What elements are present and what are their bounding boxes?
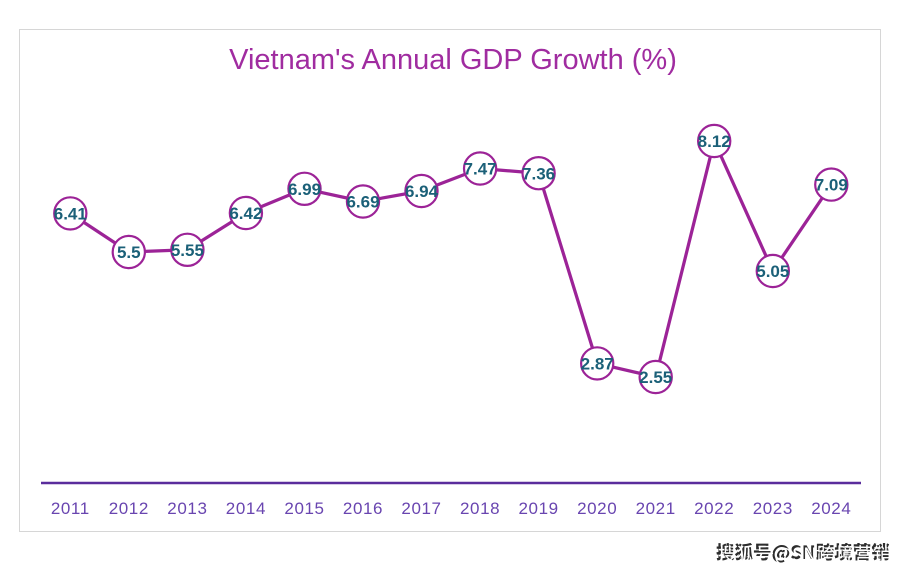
data-label-2013: 5.55 — [171, 241, 204, 260]
x-tick-label-2014: 2014 — [226, 499, 266, 518]
data-point-marker-2013 — [170, 232, 205, 267]
data-point-marker-2012 — [111, 234, 147, 270]
chart-area — [19, 29, 881, 532]
data-point-marker-2019 — [521, 155, 556, 191]
data-point-marker-2023 — [755, 253, 791, 289]
data-point-marker-2018 — [462, 151, 498, 186]
x-tick-label-2015: 2015 — [284, 499, 324, 518]
data-point-marker-2017 — [404, 173, 439, 209]
x-tick-label-2021: 2021 — [636, 499, 676, 518]
data-point-marker-2022 — [697, 123, 732, 159]
data-label-2020: 2.87 — [581, 355, 614, 374]
data-label-2021: 2.55 — [639, 368, 672, 387]
data-point-marker-2020 — [580, 346, 615, 381]
x-tick-label-2019: 2019 — [518, 499, 558, 518]
x-tick-label-2024: 2024 — [811, 499, 851, 518]
data-label-2018: 7.47 — [464, 160, 497, 179]
data-point-marker-2011 — [53, 196, 88, 231]
data-label-2024: 7.09 — [815, 176, 848, 195]
x-tick-label-2016: 2016 — [343, 499, 383, 518]
x-tick-label-2012: 2012 — [109, 499, 149, 518]
data-label-2019: 7.36 — [522, 164, 555, 183]
data-label-2012: 5.5 — [117, 243, 141, 262]
data-point-marker-2024 — [814, 167, 849, 202]
data-label-2017: 6.94 — [405, 182, 439, 201]
x-tick-label-2013: 2013 — [167, 499, 207, 518]
data-point-marker-2015 — [287, 171, 322, 206]
data-point-marker-2014 — [228, 195, 264, 231]
data-label-2022: 8.12 — [698, 132, 731, 151]
watermark-glyphs-white — [718, 544, 891, 565]
chart-title: Vietnam's Annual GDP Growth (%) — [229, 44, 677, 76]
x-tick-label-2011: 2011 — [51, 499, 90, 518]
data-point-marker-2021 — [638, 359, 673, 395]
data-point-marker-2016 — [345, 184, 381, 219]
x-tick-label-2023: 2023 — [753, 499, 793, 518]
data-label-2016: 6.69 — [346, 193, 379, 212]
data-label-2023: 5.05 — [756, 262, 789, 281]
x-tick-label-2022: 2022 — [694, 499, 734, 518]
x-tick-label-2017: 2017 — [401, 499, 441, 518]
data-label-2014: 6.42 — [229, 204, 262, 223]
x-tick-label-2020: 2020 — [577, 499, 617, 518]
data-label-2011: 6.41 — [54, 205, 87, 224]
x-tick-label-2018: 2018 — [460, 499, 500, 518]
data-label-2015: 6.99 — [288, 180, 321, 199]
